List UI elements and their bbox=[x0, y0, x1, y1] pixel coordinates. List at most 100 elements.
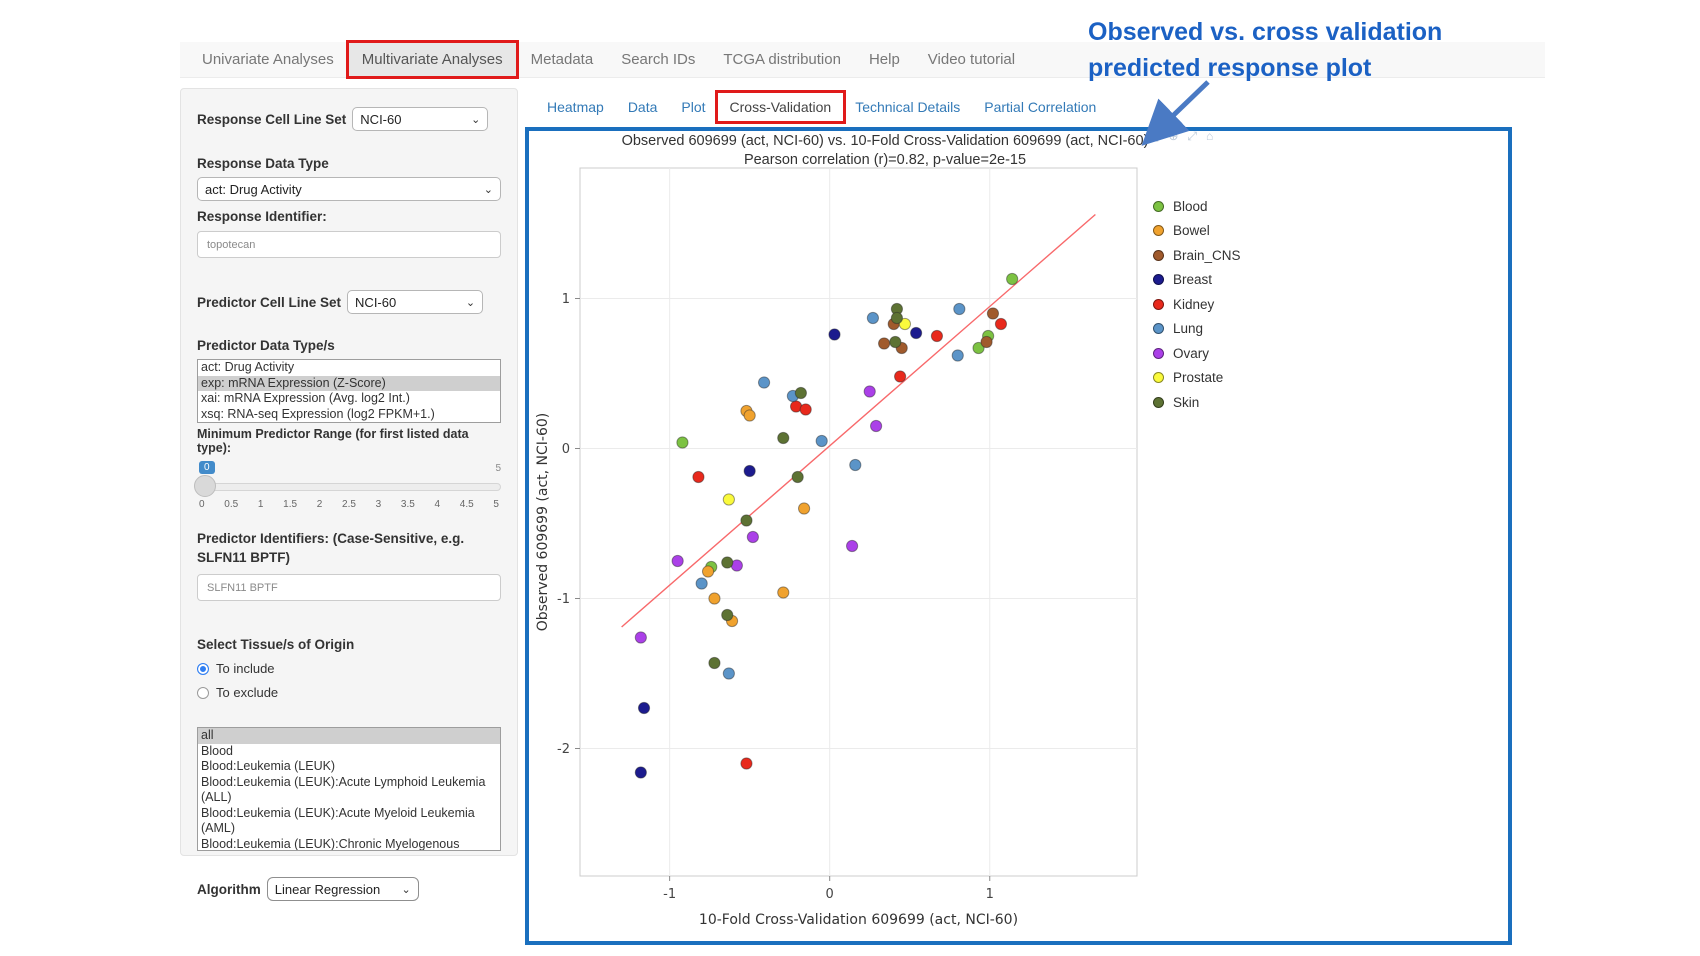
response-data-type-select[interactable]: act: Drug Activity ⌄ bbox=[197, 177, 501, 201]
nav-tab-video-tutorial[interactable]: Video tutorial bbox=[927, 51, 1016, 68]
list-option-blood-leukemia-leuk-acute-myeloid-leukem[interactable]: Blood:Leukemia (LEUK):Acute Myeloid Leuk… bbox=[201, 805, 475, 836]
data-point-skin[interactable] bbox=[740, 514, 753, 527]
list-option-xsq-rna-seq-expression-log2-fpkm-1[interactable]: xsq: RNA-seq Expression (log2 FPKM+1.) bbox=[201, 406, 435, 421]
radio-selected-icon[interactable] bbox=[197, 662, 209, 675]
plot-tab-technical-details[interactable]: Technical Details bbox=[855, 99, 961, 115]
data-point-skin[interactable] bbox=[791, 470, 804, 484]
data-point-kidney[interactable] bbox=[894, 370, 907, 383]
legend-item-skin[interactable]: Skin bbox=[1153, 390, 1241, 415]
reset-axes-icon[interactable]: ⌂ bbox=[1206, 129, 1214, 143]
list-option-exp-mrna-expression-z-score[interactable]: exp: mRNA Expression (Z-Score) bbox=[198, 375, 500, 391]
list-option-blood-leukemia-leuk[interactable]: Blood:Leukemia (LEUK) bbox=[201, 759, 336, 773]
data-point-skin[interactable] bbox=[794, 386, 807, 400]
data-point-kidney[interactable] bbox=[994, 317, 1008, 331]
data-point-bowel[interactable] bbox=[797, 502, 811, 515]
nav-tab-multivariate-analyses[interactable]: Multivariate Analyses bbox=[345, 40, 519, 79]
plot-tab-heatmap[interactable]: Heatmap bbox=[547, 99, 604, 115]
data-point-ovary[interactable] bbox=[746, 530, 759, 544]
tissue-origin-radio-to-include[interactable]: To include bbox=[197, 661, 501, 676]
data-point-bowel[interactable] bbox=[701, 565, 715, 578]
data-point-lung[interactable] bbox=[866, 311, 880, 325]
response-cell-line-set-select[interactable]: NCI-60 ⌄ bbox=[352, 107, 489, 131]
data-point-kidney[interactable] bbox=[692, 470, 705, 484]
data-point-skin[interactable] bbox=[721, 556, 734, 569]
data-point-kidney[interactable] bbox=[930, 329, 944, 343]
data-point-skin[interactable] bbox=[721, 608, 734, 622]
nav-tab-metadata[interactable]: Metadata bbox=[530, 51, 594, 68]
plot-tab-cross-validation[interactable]: Cross-Validation bbox=[714, 90, 847, 124]
data-point-lung[interactable] bbox=[722, 667, 735, 680]
legend-item-bowel[interactable]: Bowel bbox=[1153, 219, 1241, 244]
data-point-blood[interactable] bbox=[972, 341, 985, 355]
list-option-blood-leukemia-leuk-acute-lymphoid-leuke[interactable]: Blood:Leukemia (LEUK):Acute Lymphoid Leu… bbox=[201, 774, 486, 805]
data-point-ovary[interactable] bbox=[863, 385, 876, 398]
data-point-lung[interactable] bbox=[953, 302, 966, 316]
data-point-lung[interactable] bbox=[849, 458, 862, 472]
data-point-ovary[interactable] bbox=[845, 539, 859, 553]
legend-label: Blood bbox=[1173, 198, 1208, 214]
data-point-bowel[interactable] bbox=[777, 586, 790, 599]
slider-handle[interactable] bbox=[194, 475, 216, 497]
data-point-bowel[interactable] bbox=[743, 409, 756, 422]
plot-tab-plot[interactable]: Plot bbox=[681, 99, 706, 115]
data-point-lung[interactable] bbox=[695, 577, 708, 590]
response-identifier-input[interactable] bbox=[197, 231, 501, 258]
list-option-all[interactable]: all bbox=[198, 728, 500, 744]
data-point-kidney[interactable] bbox=[740, 757, 753, 770]
legend-item-ovary[interactable]: Ovary bbox=[1153, 341, 1241, 366]
data-point-blood[interactable] bbox=[676, 436, 689, 449]
data-point-lung[interactable] bbox=[815, 434, 828, 448]
nav-tab-univariate-analyses[interactable]: Univariate Analyses bbox=[202, 51, 334, 68]
predictor-data-types-listbox[interactable]: act: Drug Activity exp: mRNA Expression (… bbox=[197, 359, 501, 423]
data-point-skin[interactable] bbox=[777, 431, 790, 445]
nav-tab-search-ids[interactable]: Search IDs bbox=[621, 51, 696, 68]
legend-item-lung[interactable]: Lung bbox=[1153, 317, 1241, 342]
legend-item-kidney[interactable]: Kidney bbox=[1153, 292, 1241, 317]
plot-tab-partial-correlation[interactable]: Partial Correlation bbox=[984, 99, 1097, 115]
tissue-listbox[interactable]: all Blood Blood:Leukemia (LEUK) Blood:Leuke… bbox=[197, 727, 501, 851]
legend-item-blood[interactable]: Blood bbox=[1153, 194, 1241, 219]
plot-tab-data[interactable]: Data bbox=[627, 99, 658, 115]
predictor-cell-line-set-select[interactable]: NCI-60 ⌄ bbox=[347, 290, 484, 314]
data-point-prostate[interactable] bbox=[722, 493, 735, 506]
algorithm-select[interactable]: Linear Regression ⌄ bbox=[266, 877, 419, 901]
data-point-brain-cns[interactable] bbox=[878, 337, 891, 350]
data-point-ovary[interactable] bbox=[671, 554, 684, 568]
predictor-identifiers-input[interactable] bbox=[197, 574, 501, 601]
data-point-skin[interactable] bbox=[708, 656, 721, 670]
slider-track[interactable] bbox=[197, 483, 501, 491]
data-point-lung[interactable] bbox=[757, 376, 771, 389]
data-point-kidney[interactable] bbox=[799, 403, 812, 416]
data-point-skin[interactable] bbox=[890, 311, 904, 325]
slider-tick-label: 1 bbox=[257, 499, 264, 510]
legend-item-brain-cns[interactable]: Brain_CNS bbox=[1153, 243, 1241, 268]
list-option-blood-leukemia-leuk-chronic-myelogenous-[interactable]: Blood:Leukemia (LEUK):Chronic Myelogenou… bbox=[201, 836, 460, 851]
data-point-breast[interactable] bbox=[828, 328, 841, 341]
data-point-blood[interactable] bbox=[1006, 272, 1019, 286]
legend-item-breast[interactable]: Breast bbox=[1153, 268, 1241, 293]
data-point-skin[interactable] bbox=[889, 335, 902, 349]
data-point-breast[interactable] bbox=[743, 464, 756, 478]
data-point-breast[interactable] bbox=[637, 701, 651, 715]
tissue-origin-radio-to-exclude[interactable]: To exclude bbox=[197, 685, 501, 700]
radio-label: To exclude bbox=[216, 685, 279, 700]
pan-icon[interactable]: ⤢ bbox=[1187, 129, 1198, 143]
list-option-xai-mrna-expression-avg-log2-int[interactable]: xai: mRNA Expression (Avg. log2 Int.) bbox=[201, 391, 410, 405]
nav-tab-help[interactable]: Help bbox=[868, 51, 900, 68]
data-point-ovary[interactable] bbox=[634, 631, 647, 644]
slider-tick-label: 5 bbox=[493, 499, 499, 510]
list-option-act-drug-activity[interactable]: act: Drug Activity bbox=[201, 360, 295, 374]
slider-tick-label: 1.5 bbox=[283, 499, 298, 510]
data-point-brain-cns[interactable] bbox=[980, 335, 993, 349]
nav-tab-tcga-distribution[interactable]: TCGA distribution bbox=[723, 51, 841, 68]
data-point-prostate[interactable] bbox=[898, 317, 912, 331]
list-option-blood[interactable]: Blood bbox=[201, 743, 233, 758]
data-point-brain-cns[interactable] bbox=[986, 307, 1000, 320]
data-point-bowel[interactable] bbox=[708, 592, 721, 605]
data-point-breast[interactable] bbox=[634, 766, 647, 779]
legend-item-prostate[interactable]: Prostate bbox=[1153, 366, 1241, 391]
radio-unselected-icon[interactable] bbox=[197, 686, 209, 699]
data-point-breast[interactable] bbox=[910, 326, 923, 340]
data-point-ovary[interactable] bbox=[870, 419, 883, 433]
data-point-lung[interactable] bbox=[951, 349, 964, 362]
